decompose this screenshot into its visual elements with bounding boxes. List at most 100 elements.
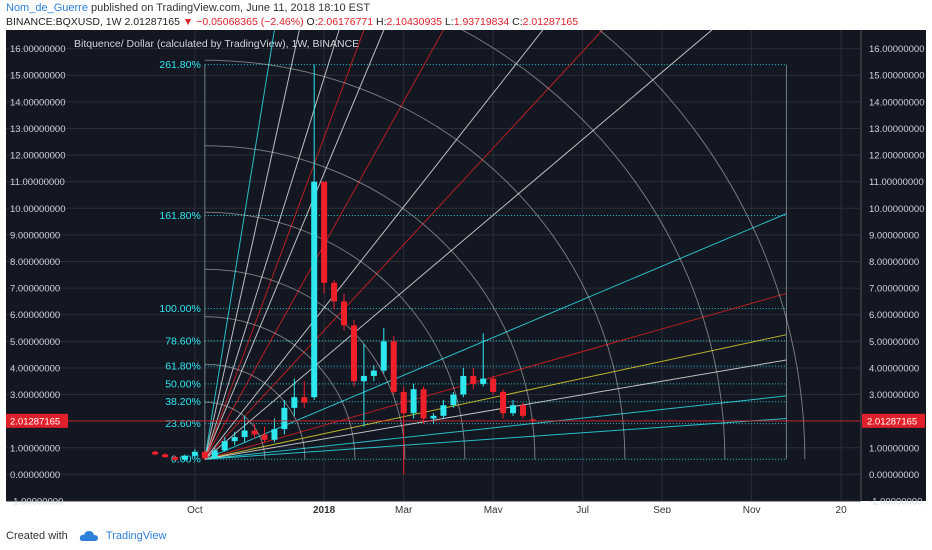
candle-body [430,415,437,419]
y-tick-label-left: 15.00000000 [10,71,65,82]
footer: Created with TradingView [6,530,166,542]
price-chart[interactable]: -1.00000000 -1.00000000 0.00000000 0.000000… [6,30,926,513]
fib-level-label: 161.80% [159,210,200,222]
last-price-tag-right [862,413,925,428]
candle-body [301,397,308,403]
fan-ray [204,30,340,460]
candle-body [410,389,417,414]
candle-body [201,451,208,459]
candle-body [291,397,298,408]
candle-body [510,405,517,414]
y-tick-label-right: 15.00000000 [869,71,924,82]
y-tick-label-right: 0.00000000 [869,470,919,481]
tradingview-brand-link[interactable]: TradingView [105,530,167,543]
x-tick-label: Oct [187,505,203,513]
candle-body [172,457,179,460]
fib-level-label: 38.20% [165,396,201,408]
candle-body [341,301,348,326]
y-tick-label-left: 8.00000000 [10,257,60,268]
y-tick-label-left: 16.00000000 [10,44,65,55]
open-value: 2.06176771 [317,16,374,28]
fib-level-label: 78.60% [165,335,201,347]
price-axis [861,30,926,513]
candle-body [331,282,338,302]
fib-level-label: 23.60% [165,418,201,430]
y-tick-label-right: 7.00000000 [869,284,919,295]
y-tick-label-right: 14.00000000 [869,97,924,108]
last-price-tag-left [6,413,68,428]
y-tick-label-left: 9.00000000 [10,230,60,241]
x-tick-label: Nov [743,505,761,513]
y-tick-label-right: 8.00000000 [869,257,919,268]
fib-arc [204,145,536,460]
symbol-label: BINANCE:BQXUSD, 1W [6,16,122,28]
x-tick-label: Mar [395,505,413,513]
created-with-text: Created with [6,530,68,542]
x-tick-label: 2018 [313,505,336,513]
fan-ray [204,30,365,460]
candle-body [500,391,507,414]
candle-body [311,181,318,398]
y-tick-label-left: -1.00000000 [10,497,63,508]
y-tick-label-left: 6.00000000 [10,310,60,321]
down-arrow-icon: ▼ [182,16,194,28]
y-tick-label-left: 11.00000000 [10,177,65,188]
y-tick-label-left: 7.00000000 [10,284,60,295]
candle-body [490,378,497,392]
y-tick-label-right: 3.00000000 [869,390,919,401]
y-tick-label-right: 9.00000000 [869,230,919,241]
fan-ray [204,395,787,460]
time-axis [6,501,926,513]
candle-body [221,441,228,451]
candle-body [261,434,268,440]
open-label: O: [306,16,318,28]
ohlc-line: BINANCE:BQXUSD, 1W 2.01287165 ▼ −0.05068… [6,16,578,28]
y-tick-label-right: 1.00000000 [869,443,919,454]
fan-ray [204,292,787,460]
y-tick-label-right: 13.00000000 [869,124,924,135]
candle-body [251,430,258,435]
y-tick-label-right: 10.00000000 [869,204,924,215]
y-tick-label-right: 11.00000000 [869,177,924,188]
last-price-value: 2.01287165 [124,16,180,28]
candle-body [519,405,526,416]
candle-body [460,375,467,395]
candle-body [321,181,328,283]
y-tick-label-left: 10.00000000 [10,204,65,215]
fib-level-label: 61.80% [165,361,201,373]
fib-level-label: 50.00% [165,378,201,390]
chart-frame[interactable]: -1.00000000 -1.00000000 0.00000000 0.000000… [6,30,926,513]
y-tick-label-left: 1.00000000 [10,443,60,454]
publish-line: Nom_de_Guerre published on TradingView.c… [6,2,370,14]
fan-ray [204,30,713,460]
y-tick-label-left: 13.00000000 [10,124,65,135]
candle-body [380,341,387,371]
candle-body [470,375,477,384]
y-tick-label-left: 12.00000000 [10,151,65,162]
candle-body [420,389,427,419]
candle-body [281,407,288,430]
published-text: published on TradingView.com, June 11, 2… [91,2,371,14]
y-tick-label-left: 3.00000000 [10,390,60,401]
fan-ray [204,30,385,460]
high-value: 2.10430935 [386,16,443,28]
y-tick-label-left: 0.00000000 [10,470,60,481]
candle-body [400,391,407,414]
y-tick-label-left: 5.00000000 [10,337,60,348]
author-link[interactable]: Nom_de_Guerre [6,2,88,14]
fib-arc [204,211,466,460]
fib-arc [461,30,726,460]
change-value: −0.05068365 (−2.46%) [196,16,304,28]
fan-ray [204,359,787,460]
fib-arc [598,30,806,460]
candle-body [181,455,188,460]
fan-ray [204,30,275,460]
x-tick-label: Jul [576,505,589,513]
fan-ray [204,418,787,460]
high-label: H: [376,16,387,28]
fib-arc [204,401,266,460]
candle-body [162,454,169,458]
chart-title: Bitquence/ Dollar (calculated by Trading… [74,38,359,50]
last-price-tag-right-text: 2.01287165 [867,416,917,427]
candle-body [271,429,278,440]
